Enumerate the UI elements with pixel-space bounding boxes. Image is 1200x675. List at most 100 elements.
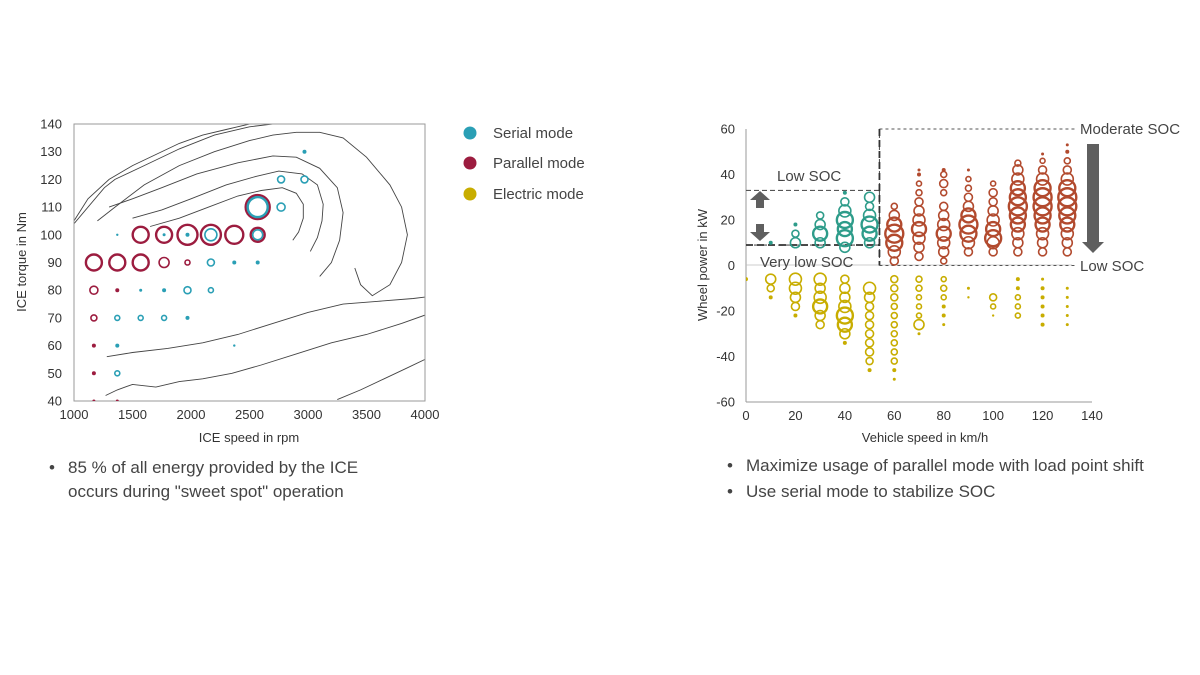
bullet-item: • 85 % of all energy provided by the ICE … <box>44 456 384 504</box>
parallel-point <box>92 399 96 401</box>
parallel-point <box>961 235 976 250</box>
parallel-point <box>1008 206 1028 225</box>
parallel-point <box>199 223 223 247</box>
parallel-point <box>914 197 924 207</box>
parallel-point <box>887 245 902 259</box>
parallel-point <box>886 216 903 233</box>
electric-point <box>815 319 825 330</box>
parallel-point <box>1009 216 1027 233</box>
wheel-power-chart: 0 20 40 60 80 100 120 140 -60 -40 -20 0 20 40 60 Vehi… <box>695 121 1180 445</box>
electric-point <box>867 368 872 373</box>
parallel-point <box>965 175 972 183</box>
serial-point <box>840 197 850 207</box>
electric-point <box>913 318 925 331</box>
x-tick-label: 60 <box>887 408 901 423</box>
electric-point <box>813 290 827 305</box>
parallel-point <box>936 235 951 250</box>
electric-point <box>967 296 970 299</box>
electric-point <box>862 281 877 296</box>
electric-point <box>1065 323 1069 327</box>
electric-point <box>1014 303 1022 310</box>
legend-item-serial: Serial mode <box>463 125 573 142</box>
soc-regions <box>746 128 1078 267</box>
electric-point <box>864 338 875 348</box>
y-tick-label: 100 <box>40 227 62 242</box>
low-soc-label-right: Low SOC <box>1080 258 1144 275</box>
parallel-point <box>937 246 950 258</box>
parallel-point <box>890 202 899 211</box>
electric-point <box>840 274 850 284</box>
electric-point <box>1065 286 1069 290</box>
parallel-point <box>1063 157 1072 165</box>
parallel-point <box>914 251 924 262</box>
parallel-point <box>1011 226 1025 241</box>
electric-point <box>1040 313 1045 318</box>
electric-point <box>890 348 899 356</box>
serial-point <box>815 211 825 220</box>
serial-point <box>113 314 121 322</box>
parallel-point <box>989 180 997 187</box>
parallel-point <box>158 256 170 269</box>
electric-point <box>939 284 948 293</box>
bullet-dot-icon: • <box>727 456 733 475</box>
electric-point <box>839 291 851 304</box>
right-x-axis-label: Vehicle speed in km/h <box>862 430 988 445</box>
electric-point <box>1014 294 1022 301</box>
x-tick-label: 2000 <box>177 407 206 422</box>
x-tick-label: 120 <box>1032 408 1054 423</box>
electric-point <box>835 306 855 325</box>
legend-parallel-marker <box>463 156 477 170</box>
electric-point <box>813 272 827 286</box>
parallel-point <box>936 217 951 232</box>
electric-point <box>890 329 899 338</box>
y-tick-label: 110 <box>41 200 62 215</box>
serial-point <box>185 315 190 320</box>
parallel-point <box>131 225 150 245</box>
x-tick-label: 80 <box>936 408 950 423</box>
parallel-point <box>90 314 98 322</box>
electric-point <box>864 328 875 339</box>
serial-point <box>811 225 829 242</box>
serial-point <box>162 233 166 237</box>
parallel-point <box>917 172 921 177</box>
electric-point <box>1065 314 1069 318</box>
x-tick-label: 40 <box>838 408 852 423</box>
parallel-point <box>966 168 970 172</box>
parallel-point <box>912 231 926 245</box>
serial-point <box>814 218 826 231</box>
parallel-point <box>938 201 949 212</box>
electric-point <box>793 313 798 318</box>
parallel-point <box>108 253 127 272</box>
electric-point <box>890 320 899 329</box>
left-bullet-list: • 85 % of all energy provided by the ICE … <box>44 456 384 506</box>
y-tick-label: 140 <box>40 117 62 132</box>
legend-parallel-label: Parallel mode <box>493 155 585 172</box>
legend-item-parallel: Parallel mode <box>463 155 585 172</box>
y-tick-label: 90 <box>48 255 62 270</box>
serial-point <box>861 225 878 242</box>
serial-point <box>300 175 309 184</box>
bullet-text: Maximize usage of parallel mode with loa… <box>746 456 1144 475</box>
serial-point <box>814 236 826 249</box>
parallel-point <box>1009 179 1027 197</box>
serial-point <box>276 202 286 212</box>
parallel-point <box>1014 159 1022 167</box>
parallel-point <box>1039 157 1046 165</box>
electric-point <box>1040 322 1045 327</box>
electric-point <box>838 299 852 314</box>
bullet-item: • Maximize usage of parallel mode with lo… <box>722 454 1192 478</box>
x-tick-label: 4000 <box>411 407 440 422</box>
serial-point <box>116 233 119 236</box>
serial-point <box>183 285 192 295</box>
parallel-point <box>1034 216 1051 233</box>
left-data-points <box>84 149 309 401</box>
parallel-point <box>963 247 974 257</box>
parallel-point <box>1060 172 1075 186</box>
x-tick-label: 3000 <box>294 407 323 422</box>
very-low-soc-label: Very low SOC <box>760 254 854 271</box>
parallel-point <box>888 209 901 222</box>
parallel-point <box>249 226 266 244</box>
parallel-point <box>89 285 99 296</box>
serial-point <box>835 228 855 248</box>
parallel-point <box>1065 149 1070 154</box>
